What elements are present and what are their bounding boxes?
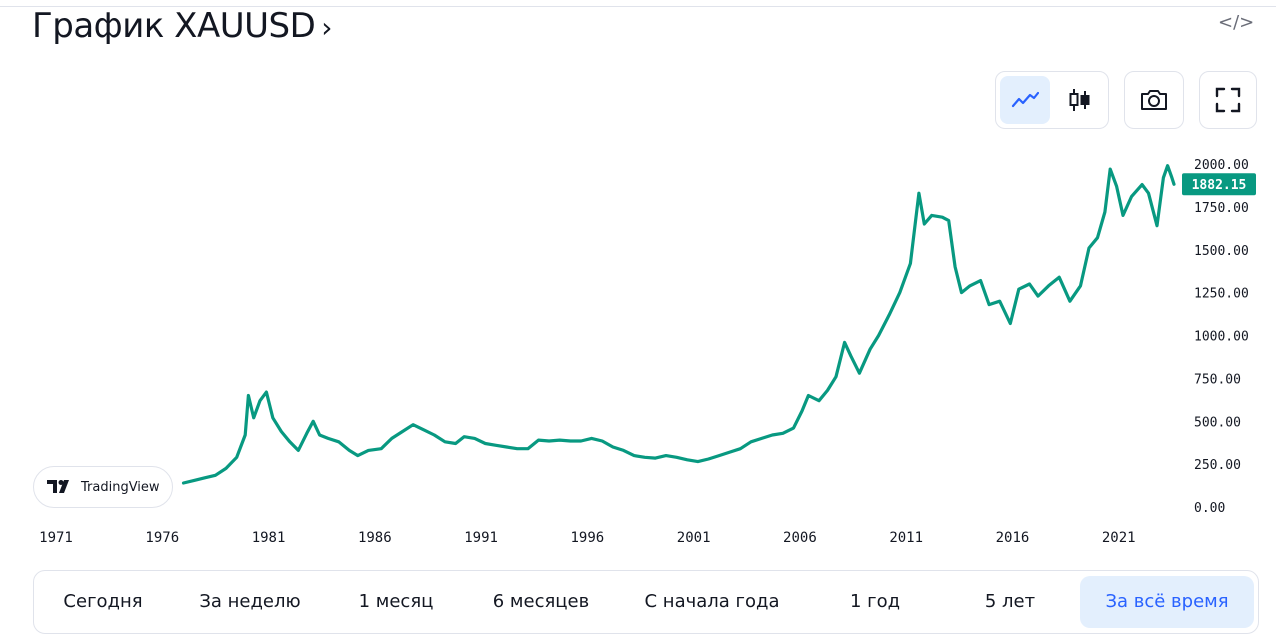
last-price-label: 1882.15 [1182,173,1256,196]
x-tick-label: 1981 [252,530,286,546]
x-tick-label: 2011 [889,530,923,546]
line-chart-icon [1011,91,1039,108]
snapshot-button[interactable] [1129,76,1179,124]
fullscreen-group [1199,71,1257,129]
x-tick-label: 1996 [571,530,605,546]
price-chart[interactable]: 1971 1976 1981 1986 1991 1996 2001 2006 2011 2016… [0,140,1276,560]
range-all-time-button[interactable]: За всё время [1080,576,1254,628]
line-chart-button[interactable] [1000,76,1050,124]
y-tick-label: 2000.00 [1194,158,1249,173]
range-today-button[interactable]: Сегодня [63,591,143,612]
x-tick-label: 1986 [358,530,392,546]
y-tick-label: 750.00 [1194,372,1241,387]
range-week-button[interactable]: За неделю [199,591,301,612]
candles-chart-button[interactable] [1054,76,1104,124]
candlestick-icon [1069,89,1090,111]
code-embed-icon[interactable]: </> [1218,12,1255,33]
y-tick-label: 1250.00 [1194,287,1249,302]
y-tick-label: 1000.00 [1194,330,1249,345]
x-tick-label: 2001 [677,530,711,546]
page-title[interactable]: График XAUUSD › [32,6,332,46]
range-ytd-button[interactable]: С начала года [644,591,780,612]
price-line [181,164,1176,485]
y-tick-label: 500.00 [1194,415,1241,430]
y-tick-label: 1500.00 [1194,244,1249,259]
top-divider [0,6,1276,7]
range-month-button[interactable]: 1 месяц [358,591,434,612]
fullscreen-button[interactable] [1203,76,1253,124]
tradingview-label: TradingView [81,479,160,495]
chart-type-toggle [995,71,1109,129]
fullscreen-icon [1215,87,1241,113]
y-tick-label: 250.00 [1194,458,1241,473]
snapshot-group [1124,71,1184,129]
x-tick-label: 2006 [783,530,817,546]
svg-text:1882.15: 1882.15 [1192,178,1247,193]
y-tick-label: 1750.00 [1194,201,1249,216]
x-tick-label: 2021 [1102,530,1136,546]
range-year-button[interactable]: 1 год [849,591,901,612]
range-selector: Сегодня За неделю 1 месяц 6 месяцев С на… [33,570,1259,634]
camera-icon [1141,90,1167,110]
x-tick-label: 2016 [996,530,1030,546]
range-5-years-button[interactable]: 5 лет [984,591,1036,612]
y-tick-label: 0.00 [1194,501,1225,516]
tradingview-watermark[interactable]: TradingView [33,466,173,508]
tradingview-logo-icon [47,480,69,493]
x-tick-label: 1991 [464,530,498,546]
chevron-right-icon: › [321,11,332,44]
range-6-months-button[interactable]: 6 месяцев [492,591,590,612]
x-tick-label: 1976 [145,530,179,546]
x-tick-label: 1971 [39,530,73,546]
